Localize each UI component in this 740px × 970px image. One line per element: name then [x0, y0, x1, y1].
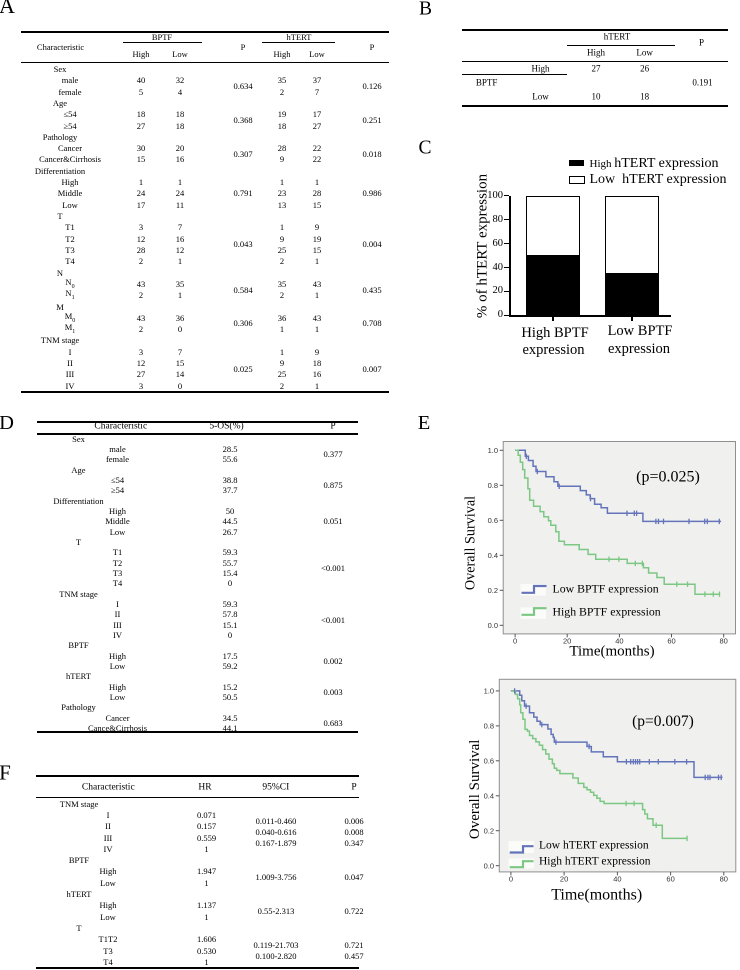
svg-text:0.2: 0.2 — [488, 586, 498, 595]
svg-text:0: 0 — [509, 875, 513, 884]
svg-text:(p=0.025): (p=0.025) — [636, 468, 700, 485]
svg-text:0.8: 0.8 — [488, 481, 498, 490]
svg-text:Time(months): Time(months) — [569, 644, 654, 660]
svg-text:60: 60 — [666, 875, 674, 884]
svg-text:40: 40 — [615, 637, 623, 646]
svg-text:0.0: 0.0 — [488, 621, 498, 630]
svg-text:0.8: 0.8 — [484, 722, 494, 731]
svg-text:Overall Survival: Overall Survival — [467, 740, 483, 840]
svg-text:(p=0.007): (p=0.007) — [632, 713, 694, 730]
svg-text:0.4: 0.4 — [488, 551, 498, 560]
svg-text:60: 60 — [667, 637, 675, 646]
svg-text:0.6: 0.6 — [484, 756, 494, 765]
svg-text:20: 20 — [563, 637, 571, 646]
svg-text:Overall Survival: Overall Survival — [463, 496, 479, 590]
svg-text:0.0: 0.0 — [484, 861, 494, 870]
svg-text:0.4: 0.4 — [484, 791, 494, 800]
svg-text:80: 80 — [720, 875, 728, 884]
svg-text:40: 40 — [613, 875, 621, 884]
svg-text:0.2: 0.2 — [484, 826, 494, 835]
svg-text:20: 20 — [560, 875, 568, 884]
svg-text:0: 0 — [513, 637, 517, 646]
svg-text:Low BPTF expression: Low BPTF expression — [553, 582, 659, 596]
svg-text:1.0: 1.0 — [488, 446, 498, 455]
svg-text:1.0: 1.0 — [484, 687, 494, 696]
svg-text:High BPTF expression: High BPTF expression — [553, 605, 661, 619]
svg-text:0.6: 0.6 — [488, 516, 498, 525]
svg-text:Low hTERT expression: Low hTERT expression — [539, 840, 649, 852]
svg-text:80: 80 — [720, 637, 728, 646]
svg-text:High hTERT expression: High hTERT expression — [539, 855, 651, 867]
svg-text:Time(months): Time(months) — [551, 886, 642, 903]
